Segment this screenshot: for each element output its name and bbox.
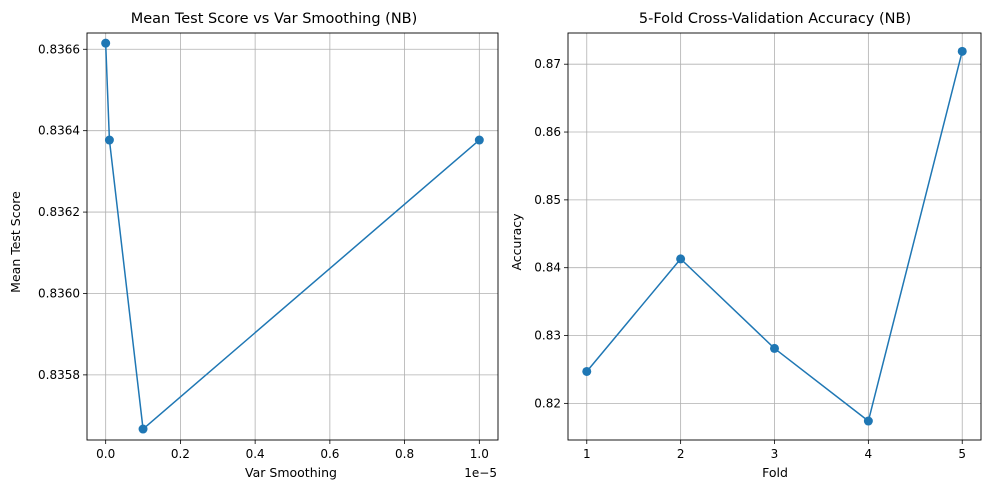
y-tick-label: 0.8362 — [38, 205, 80, 219]
chart-title: Mean Test Score vs Var Smoothing (NB) — [131, 11, 418, 27]
y-axis-label: Mean Test Score — [8, 191, 23, 293]
x-tick-label: 0.0 — [96, 447, 115, 461]
data-point — [138, 424, 148, 434]
y-tick-label: 0.8360 — [38, 286, 80, 300]
x-tick-label: 1 — [583, 447, 591, 461]
y-tick-label: 0.83 — [534, 329, 561, 343]
x-tick-label: 3 — [771, 447, 779, 461]
chart-cross-validation: 5-Fold Cross-Validation Accuracy (NB) Fo… — [509, 11, 982, 480]
x-axis-label: Fold — [762, 465, 788, 480]
data-point — [101, 38, 111, 48]
x-tick-label: 4 — [865, 447, 873, 461]
y-axis-label: Accuracy — [509, 213, 524, 271]
data-point — [104, 135, 114, 145]
data-point — [676, 254, 686, 264]
x-tick-label: 1.0 — [470, 447, 489, 461]
y-tick-label: 0.85 — [534, 193, 561, 207]
data-point — [957, 46, 967, 56]
y-tick-label: 0.8364 — [38, 124, 80, 138]
axes-frame — [567, 32, 982, 441]
chart-title: 5-Fold Cross-Validation Accuracy (NB) — [639, 11, 911, 27]
y-tick-label: 0.87 — [534, 57, 561, 71]
chart-var-smoothing: Mean Test Score vs Var Smoothing (NB) Va… — [8, 11, 499, 480]
axes-frame — [86, 32, 499, 441]
data-point — [474, 135, 484, 145]
x-tick-label: 2 — [677, 447, 685, 461]
x-tick-label: 0.8 — [395, 447, 414, 461]
x-tick-label: 0.4 — [246, 447, 265, 461]
x-axis-label: Var Smoothing — [245, 465, 337, 480]
y-tick-label: 0.8358 — [38, 368, 80, 382]
series-line — [104, 43, 480, 430]
y-tick-label: 0.8366 — [38, 42, 80, 56]
data-point — [582, 366, 592, 376]
data-point — [770, 343, 779, 353]
x-tick-label: 0.2 — [171, 447, 190, 461]
x-axis-offset-label: 1e−5 — [464, 466, 497, 480]
y-tick-label: 0.84 — [534, 261, 561, 275]
x-tick-label: 5 — [958, 447, 966, 461]
data-point — [863, 416, 873, 426]
x-tick-label: 0.6 — [320, 447, 339, 461]
y-tick-label: 0.82 — [534, 396, 561, 410]
y-tick-label: 0.86 — [534, 125, 561, 139]
